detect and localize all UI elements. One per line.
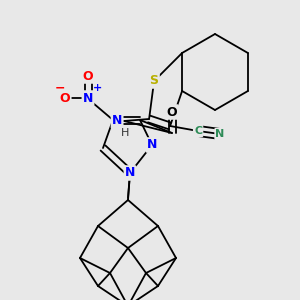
Text: N: N: [112, 115, 122, 128]
Text: −: −: [55, 82, 65, 94]
Text: O: O: [83, 70, 93, 83]
Text: N: N: [83, 92, 93, 104]
Text: O: O: [60, 92, 70, 104]
Text: H: H: [121, 128, 129, 138]
Text: O: O: [167, 106, 177, 118]
Text: S: S: [150, 74, 159, 88]
Text: N: N: [215, 129, 225, 139]
Text: C: C: [194, 126, 202, 136]
Text: +: +: [93, 83, 103, 93]
Text: N: N: [125, 167, 135, 179]
Text: N: N: [147, 139, 157, 152]
